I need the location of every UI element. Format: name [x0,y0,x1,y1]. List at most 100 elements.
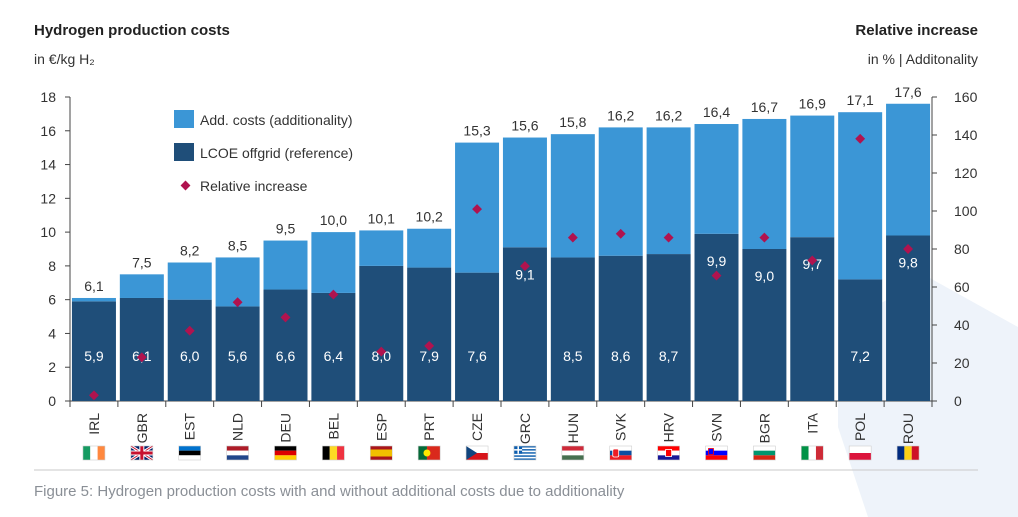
right-tick-label: 120 [954,165,978,181]
bar-lcoe-est [167,299,212,401]
flag-border [369,445,393,461]
total-label: 16,7 [751,99,778,115]
bar-additional-bel [311,232,356,293]
flag-estonia-icon [178,445,202,461]
category-label-bel: BEL [325,413,341,440]
lcoe-label: 9,0 [755,268,775,284]
flag-emblem [423,449,431,457]
flag-stripe [97,446,105,460]
left-tick-label: 6 [48,292,56,308]
relative-increase-marker [472,204,483,215]
relative-increase-marker [615,228,626,239]
flag-ireland-icon [82,445,106,461]
category-label-svk: SVK [613,412,629,441]
flag-stripe [657,446,680,451]
bar-additional-est [167,262,212,300]
left-tick-label: 2 [48,359,56,375]
total-label: 10,2 [416,209,443,225]
flag-stripe [322,446,330,460]
flag-stripe [426,446,441,460]
relative-increase-marker [663,232,674,243]
category-label-cze: CZE [469,413,485,441]
lcoe-label: 8,5 [563,348,583,364]
right-axis-unit: in % | Additonality [868,51,978,67]
relative-increase-marker [280,312,291,323]
legend-swatch-lcoe [174,143,194,161]
data-labels: 6,15,97,56,18,26,08,55,69,56,610,06,410,… [84,84,922,364]
flag-stripe [561,446,584,451]
flag-spain-icon [369,445,393,461]
relative-increase-marker [711,270,722,281]
lcoe-label: 6,0 [180,348,200,364]
relative-increase-marker [376,346,387,357]
legend-swatch-additional [174,110,194,128]
left-tick-label: 16 [40,123,56,139]
right-tick-label: 140 [954,127,978,143]
flag-stripe [226,450,249,456]
flag-stripe [337,446,345,460]
total-label: 10,0 [320,212,347,228]
flag-slovakia-icon [609,445,633,461]
flag-stripe [705,446,728,451]
flag-triangle [466,446,478,460]
flag-border [130,445,154,461]
left-tick-label: 10 [40,224,56,240]
right-tick-label: 0 [954,393,962,409]
flag-italy-icon [800,445,824,461]
flag-stripe [513,452,536,454]
axes: 0 2 4 6 8 10 12 14 16 18 0 20 40 60 80 100 120 140 160 [40,89,977,409]
flag-stripe [226,455,249,460]
category-label-hun: HUN [565,413,581,443]
total-label: 6,1 [84,278,104,294]
bar-lcoe-bel [311,292,356,401]
relative-increase-marker [903,244,914,254]
flag-stripe [513,447,536,450]
bar-lcoe-pol [838,279,883,401]
flag-stripe [705,450,728,456]
flag-stripe [513,449,536,451]
bar-lcoe-cze [455,272,500,401]
flag-emblem [612,448,620,458]
bar-lcoe-rou [886,235,931,401]
flag-border [226,445,249,461]
flag-stripe [609,450,632,456]
bar-lcoe-irl [71,301,116,401]
bar-lcoe-nld [215,306,260,401]
flag-stripe [274,450,297,456]
bar-lcoe-prt [407,267,452,401]
bar-additional-rou [886,103,931,236]
flag-border [274,445,297,461]
flag-stripe [329,446,338,460]
category-label-hrv: HRV [661,412,677,442]
bar-additional-svn [694,124,739,234]
flag-border [753,445,776,461]
flag-united-kingdom-icon [130,444,154,462]
flag-border [513,445,537,461]
relative-increase-marker [807,255,818,266]
category-label-svn: SVN [709,413,725,442]
legend: Add. costs (additionality) LCOE offgrid (… [174,110,353,194]
flag-stripe [911,446,920,460]
left-tick-label: 4 [48,325,56,341]
flag-stripe [418,446,427,460]
bar-lcoe-hrv [646,254,691,401]
flag-czechia-icon [465,445,489,461]
bar-additional-irl [71,297,116,302]
total-label: 10,1 [368,210,395,226]
flag-stripe [513,456,536,459]
category-label-est: EST [182,413,198,441]
flag-border [417,445,441,461]
right-tick-label: 60 [954,279,970,295]
relative-increase-marker [855,133,866,144]
flag-border [178,445,202,461]
category-label-bgr: BGR [756,413,772,443]
flag-stripe [609,455,632,460]
flag-border [848,445,872,461]
country-flags [82,444,920,462]
figure-caption: Figure 5: Hydrogen production costs with… [34,483,625,500]
lcoe-label: 7,9 [419,348,439,364]
flag-germany-icon [274,445,297,461]
category-label-rou: ROU [900,413,916,444]
flag-portugal-icon [417,445,441,461]
bar-additional-deu [263,240,308,290]
